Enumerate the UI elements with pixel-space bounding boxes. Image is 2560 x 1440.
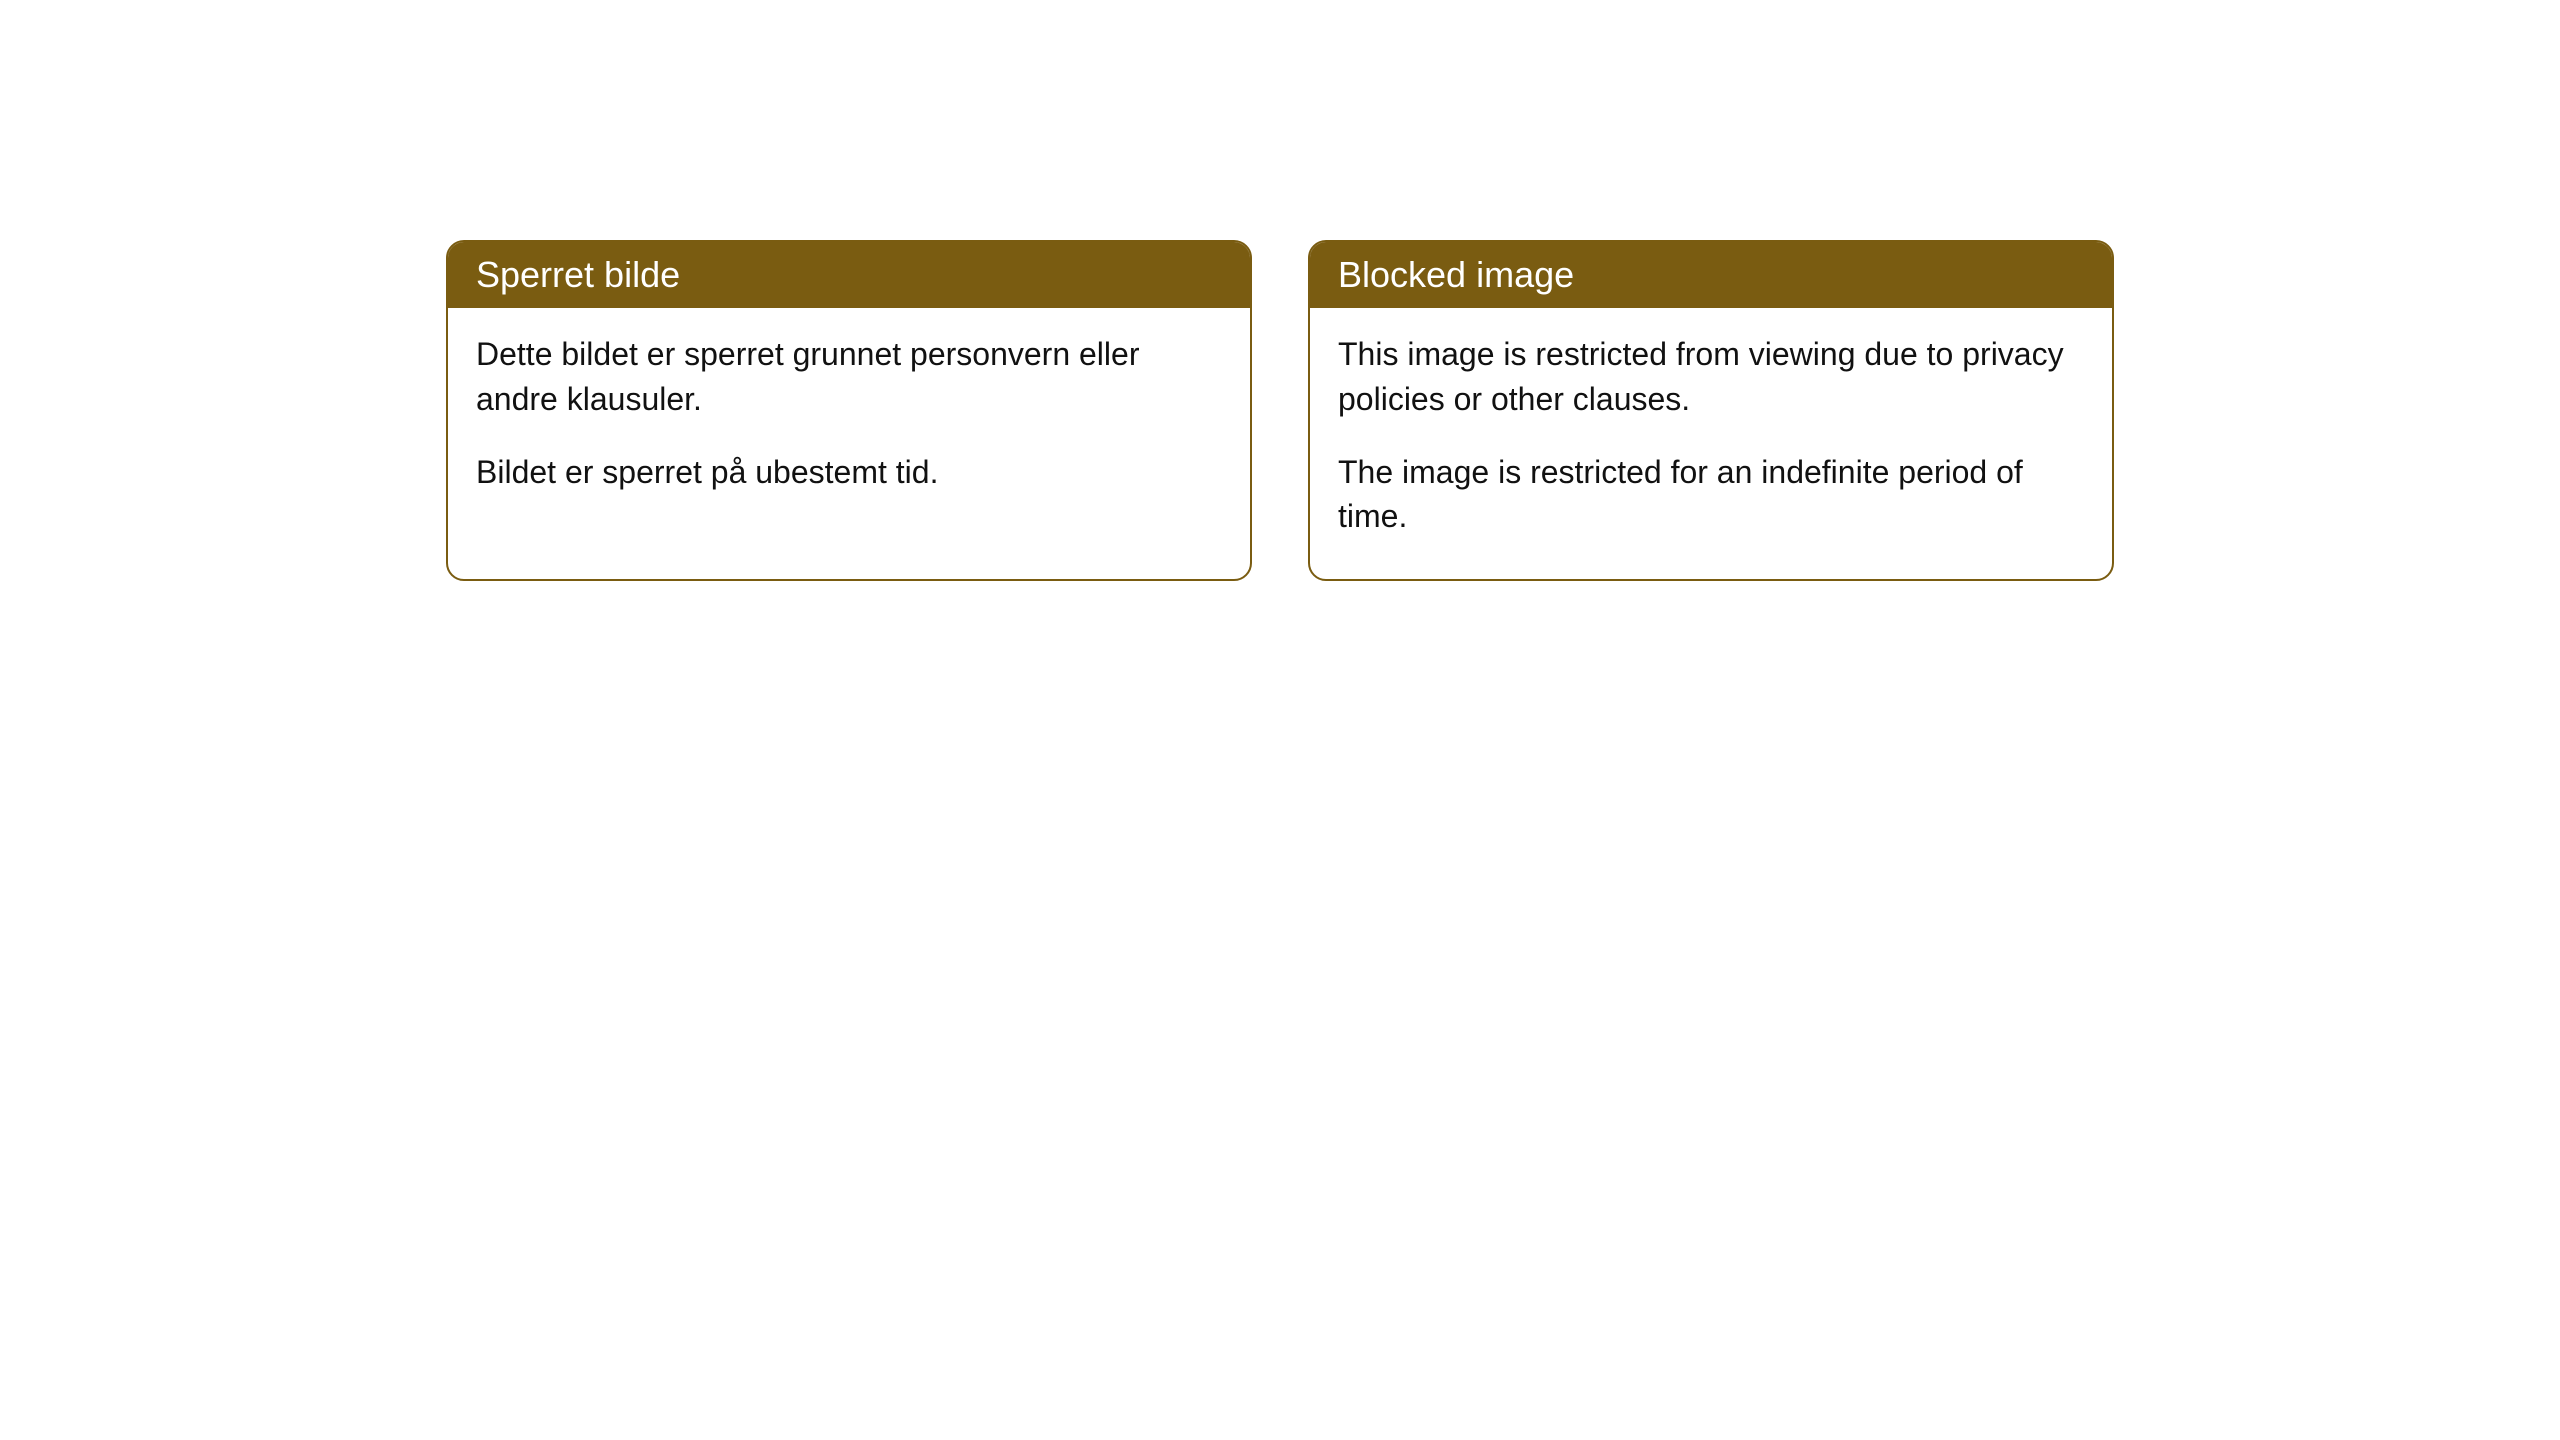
blocked-image-card-norwegian: Sperret bilde Dette bildet er sperret gr…: [446, 240, 1252, 581]
card-container: Sperret bilde Dette bildet er sperret gr…: [0, 240, 2560, 581]
card-body: Dette bildet er sperret grunnet personve…: [448, 308, 1250, 534]
card-paragraph-1: Dette bildet er sperret grunnet personve…: [476, 332, 1222, 422]
card-title: Blocked image: [1338, 254, 1574, 295]
card-paragraph-2: The image is restricted for an indefinit…: [1338, 450, 2084, 540]
card-paragraph-2: Bildet er sperret på ubestemt tid.: [476, 450, 1222, 495]
card-header: Sperret bilde: [448, 242, 1250, 308]
blocked-image-card-english: Blocked image This image is restricted f…: [1308, 240, 2114, 581]
card-header: Blocked image: [1310, 242, 2112, 308]
card-title: Sperret bilde: [476, 254, 680, 295]
card-body: This image is restricted from viewing du…: [1310, 308, 2112, 579]
card-paragraph-1: This image is restricted from viewing du…: [1338, 332, 2084, 422]
